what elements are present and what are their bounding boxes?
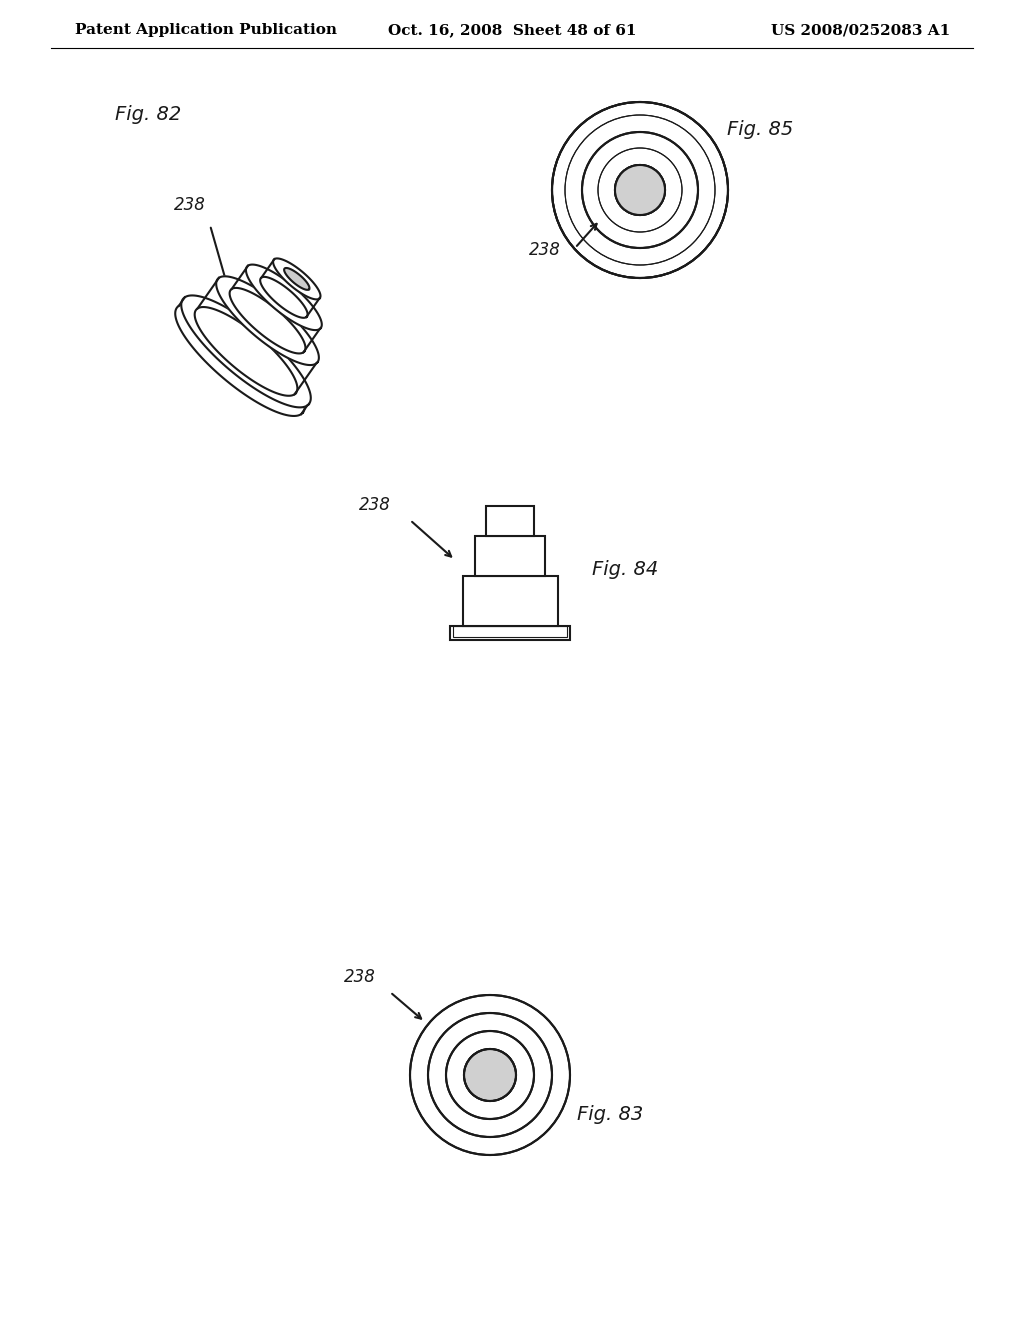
Polygon shape bbox=[260, 277, 307, 318]
Text: Fig. 84: Fig. 84 bbox=[592, 560, 658, 579]
Polygon shape bbox=[229, 288, 305, 354]
Text: Fig. 82: Fig. 82 bbox=[115, 106, 181, 124]
Circle shape bbox=[615, 165, 665, 215]
Text: 238: 238 bbox=[344, 968, 376, 986]
Text: Fig. 83: Fig. 83 bbox=[577, 1105, 643, 1125]
Text: Fig. 85: Fig. 85 bbox=[727, 120, 794, 139]
Text: 238: 238 bbox=[359, 496, 391, 513]
Bar bbox=[453, 626, 567, 638]
Polygon shape bbox=[246, 264, 322, 330]
Polygon shape bbox=[273, 259, 321, 300]
Circle shape bbox=[446, 1031, 534, 1119]
Polygon shape bbox=[284, 268, 309, 290]
Text: US 2008/0252083 A1: US 2008/0252083 A1 bbox=[771, 22, 950, 37]
Polygon shape bbox=[175, 304, 305, 416]
Bar bbox=[475, 536, 545, 576]
Bar bbox=[450, 626, 570, 640]
Circle shape bbox=[464, 1049, 516, 1101]
Text: Oct. 16, 2008  Sheet 48 of 61: Oct. 16, 2008 Sheet 48 of 61 bbox=[388, 22, 636, 37]
Circle shape bbox=[410, 995, 570, 1155]
Text: 238: 238 bbox=[174, 195, 206, 214]
Polygon shape bbox=[216, 276, 318, 366]
Circle shape bbox=[464, 1049, 516, 1101]
Circle shape bbox=[615, 165, 665, 215]
Bar bbox=[463, 576, 557, 626]
Text: 238: 238 bbox=[529, 242, 561, 259]
Polygon shape bbox=[195, 308, 297, 396]
Circle shape bbox=[552, 102, 728, 279]
Bar bbox=[486, 506, 534, 536]
Text: Patent Application Publication: Patent Application Publication bbox=[75, 22, 337, 37]
Circle shape bbox=[428, 1012, 552, 1137]
Polygon shape bbox=[181, 296, 311, 408]
